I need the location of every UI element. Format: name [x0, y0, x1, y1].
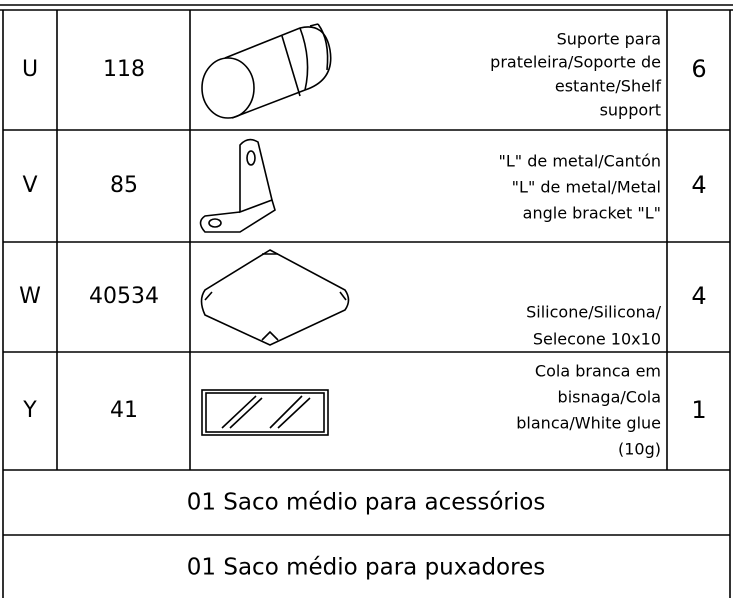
description: prateleira/Soporte de — [490, 53, 661, 72]
description: support — [600, 101, 661, 120]
code: 41 — [110, 398, 138, 423]
description: estante/Shelf — [555, 77, 661, 96]
description: (10g) — [618, 440, 661, 459]
quantity: 4 — [691, 282, 706, 310]
description: angle bracket "L" — [523, 204, 661, 223]
quantity: 6 — [691, 55, 706, 83]
shelf-support-drawing — [201, 23, 332, 119]
footer-row: 01 Saco médio para acessórios — [187, 490, 546, 516]
letter: V — [22, 173, 37, 198]
quantity: 1 — [691, 396, 706, 424]
description: bisnaga/Cola — [558, 388, 661, 407]
letter: W — [19, 284, 41, 309]
quantity: 4 — [691, 171, 706, 199]
description: Suporte para — [557, 30, 661, 49]
description: Selecone 10x10 — [533, 330, 661, 349]
code: 118 — [103, 57, 145, 82]
description: blanca/White glue — [516, 414, 661, 433]
description: Cola branca em — [535, 362, 661, 381]
silicone-drawing — [200, 249, 350, 346]
glue-drawing — [201, 389, 329, 436]
bracket-drawing — [199, 138, 276, 233]
description: "L" de metal/Cantón — [499, 152, 661, 171]
letter: Y — [22, 398, 37, 423]
code: 40534 — [89, 284, 159, 309]
letter: U — [22, 57, 38, 82]
description: "L" de metal/Metal — [512, 178, 661, 197]
code: 85 — [110, 173, 138, 198]
footer-row: 01 Saco médio para puxadores — [187, 555, 545, 581]
description: Silicone/Silicona/ — [526, 303, 661, 322]
